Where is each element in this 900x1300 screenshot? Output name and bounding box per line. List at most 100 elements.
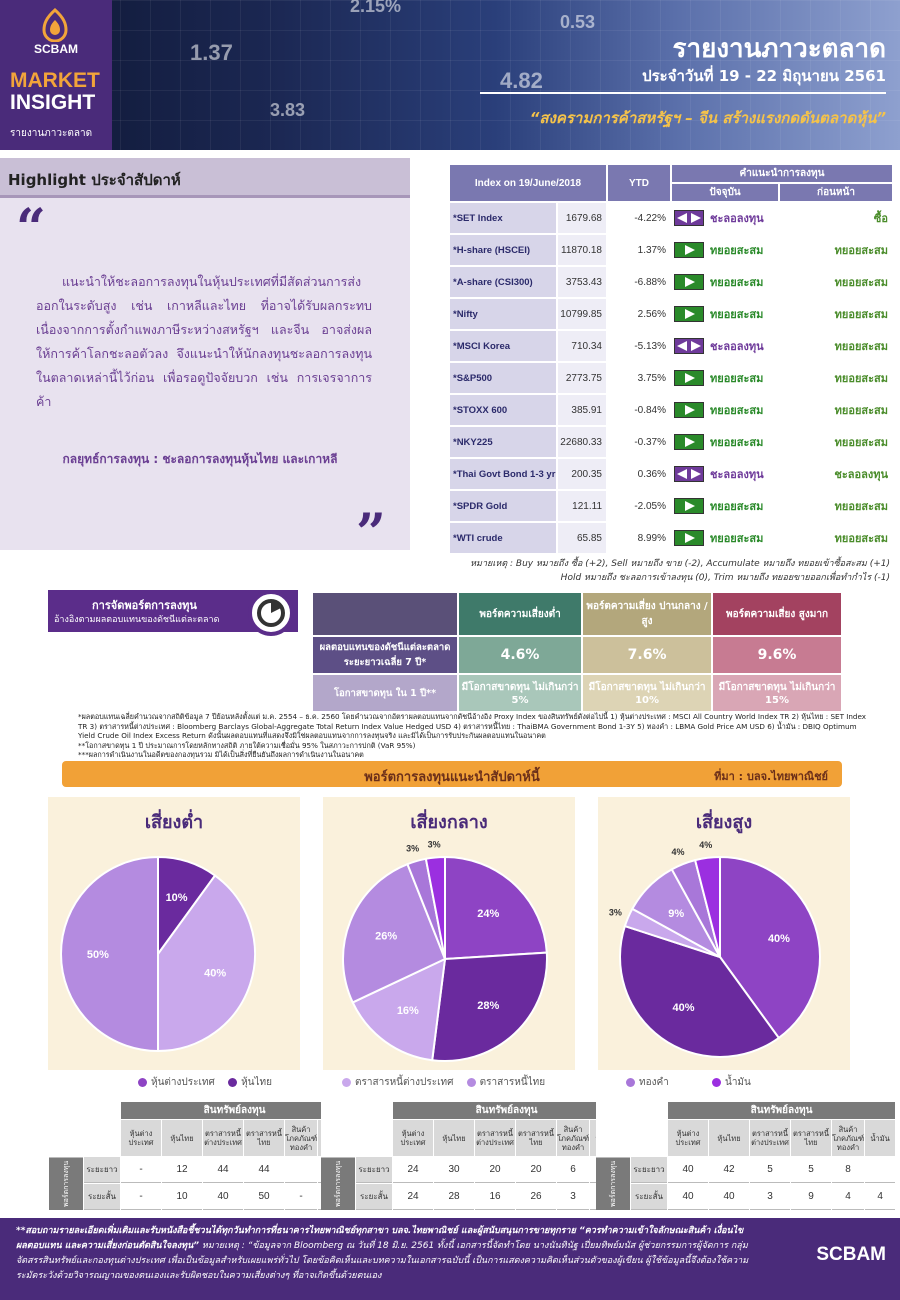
play-arrow-icon (674, 370, 704, 386)
weekly-portfolio-source: ที่มา : บลจ.ไทยพาณิชย์ (714, 770, 828, 783)
alloc-cell: 24 (393, 1184, 433, 1210)
pie-slice (431, 951, 548, 1062)
legend-swatch (228, 1077, 238, 1087)
play-arrow-icon (674, 434, 704, 450)
footer-disclaimer-bold: **สอบถามรายละเอียดเพิ่มเติมและรับหนังสือ… (16, 1226, 744, 1251)
index-previous: ซื้อ (780, 203, 892, 233)
pie-chart-mid: 24% 28% 16% 26% 3% 3% (342, 840, 548, 1062)
index-value: 65.85 (558, 523, 606, 553)
pie-value-label: 4% (699, 840, 712, 850)
alloc-cell: 44 (203, 1157, 243, 1183)
current-recommendation: ชะลอลงทุน (710, 468, 764, 481)
alloc-col-header: ตราสารหนี้ ต่างประเทศ (475, 1120, 515, 1156)
risk-note: *ผลตอบแทนเฉลี่ยคำนวณจากสถิติข้อมูล 7 ปีย… (78, 712, 867, 741)
current-recommendation: ทยอยสะสม (710, 404, 764, 417)
pie-slice (157, 874, 256, 1053)
bg-number: 0.53 (560, 12, 596, 32)
index-current: ชะลอลงทุน (672, 331, 778, 361)
quote-open-icon: “ (16, 198, 46, 259)
pie-slice (60, 855, 159, 1053)
index-value: 710.34 (558, 331, 606, 361)
highlight-title-bar: Highlight ประจำสัปดาห์ (0, 158, 410, 198)
pie-value-label: 9% (668, 908, 684, 920)
index-table: Index on 19/June/2018 YTD คำแนะนำการลงทุ… (448, 163, 894, 555)
legend-swatch (466, 1077, 476, 1087)
alloc-corner (321, 1102, 392, 1119)
alloc-col-header: น้ำมัน (865, 1120, 896, 1156)
alloc-cell: 20 (516, 1157, 556, 1183)
index-current: ชะลอลงทุน (672, 203, 778, 233)
risk-col-mid: พอร์ตความเสี่ยง ปานกลาง / สูง (583, 593, 712, 635)
hold-arrows-icon (674, 338, 704, 354)
alloc-col-header: หุ้นไทย (434, 1120, 474, 1156)
index-previous: ทยอยสะสม (780, 331, 892, 361)
alloc-cell: 44 (244, 1157, 284, 1183)
highlight-box: Highlight ประจำสัปดาห์ “ แนะนำให้ชะลอการ… (0, 158, 410, 564)
index-row: *S&P500 2773.75 3.75% ทยอยสะสม ทยอยสะสม (450, 363, 892, 393)
alloc-cell: 50 (244, 1184, 284, 1210)
alloc-cell: 9 (791, 1184, 831, 1210)
index-row: *SPDR Gold 121.11 -2.05% ทยอยสะสม ทยอยสะสม (450, 491, 892, 521)
header-grid-pattern (0, 0, 900, 150)
risk-note: ***ผลการดำเนินงานในอดีตของกองทุนรวม มิได… (78, 750, 364, 760)
pie-value-label: 3% (406, 844, 419, 854)
index-row: *NKY225 22680.33 -0.37% ทยอยสะสม ทยอยสะสม (450, 427, 892, 457)
header-banner: 2.15% 1.37 4.82 3.83 0.53 รายงานภาวะตลาด… (0, 0, 900, 150)
alloc-col-header: สินค้า โภคภัณฑ์ ทองคำ (285, 1120, 317, 1156)
index-current: ทยอยสะสม (672, 267, 778, 297)
alloc-col-header: หุ้นต่าง ประเทศ (121, 1120, 161, 1156)
alloc-row-label: ระยะสั้น (356, 1184, 392, 1210)
index-row: *H-share (HSCEI) 11870.18 1.37% ทยอยสะสม ทยอ… (450, 235, 892, 265)
alloc-cell: 28 (434, 1184, 474, 1210)
index-previous: ทยอยสะสม (780, 267, 892, 297)
alloc-cell: 6 (557, 1157, 590, 1183)
index-name: *A-share (CSI300) (450, 267, 556, 297)
pie-slice (351, 957, 447, 1062)
previous-header: ก่อนหน้า (780, 184, 892, 201)
alloc-cell (865, 1157, 896, 1183)
pie-value-label: 3% (428, 840, 441, 850)
weekly-portfolio-bar: พอร์ตการลงทุนแนะนำสัปดาห์นี้ ที่มา : บลจ… (62, 761, 842, 787)
pie-value-label: 40% (768, 933, 790, 945)
alloc-cell: - (121, 1157, 161, 1183)
return-high: 9.6% (713, 637, 841, 673)
play-arrow-icon (674, 242, 704, 258)
current-recommendation: ทยอยสะสม (710, 308, 764, 321)
alloc-row-label: ระยะสั้น (84, 1184, 120, 1210)
pie-panel-mid: เสี่ยงกลาง 24% 28% 16% 26% 3% 3% (323, 797, 575, 1070)
loss-row-label: โอกาสขาดทุน ใน 1 ปี** (313, 675, 457, 711)
risk-table: พอร์ตความเสี่ยงต่ำ พอร์ตความเสี่ยง ปานกล… (311, 591, 843, 713)
alloc-cell: 26 (516, 1184, 556, 1210)
pie-value-label: 40% (204, 968, 226, 980)
play-arrow-icon (674, 306, 704, 322)
alloc-corner (321, 1120, 392, 1156)
brand-subtitle: รายงานภาวะตลาด (10, 128, 93, 139)
legend-swatch (626, 1077, 635, 1087)
hold-arrows-icon (674, 210, 704, 226)
portfolio-banner-subtitle: อ้างอิงตามผลตอบแทนของดัชนีแต่ละตลาด (54, 615, 220, 625)
alloc-col-header: ตราสารหนี้ ต่างประเทศ (203, 1120, 243, 1156)
gauge-icon (248, 590, 294, 636)
alloc-col-header: หุ้นต่าง ประเทศ (393, 1120, 433, 1156)
report-headline: “สงครามการค้าสหรัฐฯ – จีน สร้างแรงกดดันต… (529, 109, 886, 127)
index-current: ทยอยสะสม (672, 395, 778, 425)
current-header: ปัจจุบัน (672, 184, 778, 201)
index-ytd: 1.37% (608, 235, 670, 265)
legend-item: ตราสารหนี้ต่างประเทศ (342, 1077, 453, 1088)
current-recommendation: ทยอยสะสม (710, 532, 764, 545)
index-ytd: -0.84% (608, 395, 670, 425)
index-header: Index on 19/June/2018 (450, 165, 606, 201)
alloc-side-label: พอร์ตการลงทุน (321, 1157, 355, 1210)
alloc-table-mid: สินทรัพย์ลงทุน หุ้นต่าง ประเทศ หุ้นไทย ตราส… (320, 1101, 621, 1211)
brand-name: SCBAM (34, 42, 78, 56)
index-previous: ชะลอลงทุน (780, 459, 892, 489)
legend-item: น้ำมัน (711, 1077, 751, 1088)
legend-label: หุ้นต่างประเทศ (151, 1077, 215, 1088)
footer-disclaimer: **สอบถามรายละเอียดเพิ่มเติมและรับหนังสือ… (16, 1224, 756, 1284)
return-low: 4.6% (459, 637, 582, 673)
pie-slice (342, 862, 447, 1004)
loss-high: มีโอกาสขาดทุน ไม่เกินกว่า 15% (713, 675, 841, 711)
pie-chart-low: 10% 40% 50% (60, 855, 256, 1053)
footer-logo: SCBAM (816, 1244, 886, 1265)
pie-value-label: 28% (477, 1000, 499, 1012)
